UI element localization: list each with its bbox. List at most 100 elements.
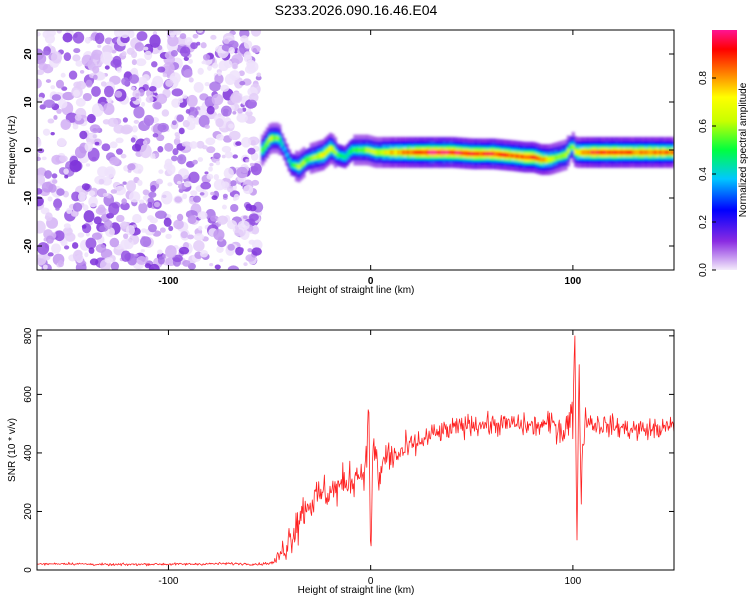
ridge-cell (642, 150, 646, 155)
noise-blob (221, 204, 227, 210)
noise-blob (133, 119, 139, 124)
ridge-cell (329, 146, 333, 151)
ridge-cell (598, 150, 602, 155)
ridge-cell (547, 157, 551, 162)
noise-blob (72, 250, 83, 262)
ridge-cell (372, 149, 376, 155)
noise-blob (206, 146, 216, 154)
ridge-cell (515, 154, 520, 159)
noise-blob (217, 71, 222, 76)
spectrogram-ridge (261, 122, 674, 183)
noise-blob (213, 229, 225, 241)
noise-blob (65, 112, 78, 123)
ridge-cell (576, 150, 580, 155)
noise-blob (223, 39, 229, 44)
colorbar-tick-label: 0.4 (698, 167, 709, 181)
noise-blob (204, 124, 210, 129)
noise-blob (222, 193, 228, 199)
noise-blob (38, 63, 48, 71)
colorbar-gradient (712, 30, 737, 270)
noise-blob (165, 245, 177, 259)
noise-blob (151, 61, 158, 68)
noise-blob (137, 179, 143, 187)
ridge-cell (559, 154, 563, 159)
noise-blob (61, 86, 68, 91)
noise-blob (63, 245, 70, 250)
noise-blob (153, 201, 161, 208)
ridge-cell (287, 158, 291, 163)
noise-blob (173, 219, 184, 230)
noise-blob (231, 54, 244, 65)
noise-blob (243, 262, 248, 267)
noise-blob (63, 168, 69, 175)
noise-blob (211, 195, 218, 201)
noise-blob (132, 213, 142, 224)
ridge-cell (346, 152, 350, 157)
noise-blob (152, 101, 162, 110)
noise-blob (75, 60, 83, 67)
noise-blob (115, 137, 124, 144)
ridge-cell (384, 150, 389, 155)
noise-blob (252, 48, 258, 53)
noise-blob (122, 181, 127, 185)
ridge-cell (367, 148, 372, 153)
ridge-cell (365, 147, 369, 153)
ridge-cell (537, 156, 541, 162)
noise-blob (122, 117, 128, 123)
noise-blob (133, 106, 145, 119)
ridge-cell (435, 150, 440, 155)
noise-blob (81, 54, 93, 67)
noise-blob (93, 216, 102, 225)
y-tick-label: 200 (23, 503, 34, 520)
noise-blob (251, 247, 262, 256)
ridge-cell (307, 156, 311, 162)
colorbar-tick-label: 0.0 (698, 263, 709, 277)
noise-blob (62, 91, 75, 101)
ridge-cell (608, 150, 612, 155)
noise-blob (158, 169, 164, 174)
noise-blob (171, 98, 181, 108)
ridge-cell (464, 151, 469, 156)
ridge-cell (275, 135, 279, 141)
noise-blob (43, 50, 50, 56)
ridge-cell (520, 154, 524, 159)
noise-blob (59, 155, 68, 163)
noise-blob (147, 201, 153, 209)
noise-blob (77, 232, 85, 238)
ridge-cell (557, 154, 561, 160)
noise-blob (183, 181, 192, 188)
noise-blob (198, 115, 210, 128)
ridge-cell (566, 148, 571, 154)
ridge-cell (491, 151, 495, 156)
ridge-cell (273, 135, 277, 141)
ridge-cell (278, 137, 282, 142)
ridge-cell (600, 150, 605, 155)
y-tick-label: 600 (23, 386, 34, 403)
noise-blob (232, 154, 238, 159)
noise-blob (72, 54, 81, 62)
noise-blob (42, 30, 51, 39)
noise-blob (134, 253, 139, 257)
ridge-cell (603, 150, 607, 155)
ridge-cell (321, 152, 325, 157)
ridge-cell (309, 156, 313, 161)
ridge-cell (503, 152, 507, 158)
noise-blob (250, 163, 262, 176)
noise-blob (171, 155, 178, 162)
noise-blob (228, 130, 241, 141)
noise-blob (140, 249, 145, 253)
noise-blob (121, 51, 127, 57)
noise-blob (228, 123, 234, 129)
ridge-cell (656, 150, 660, 155)
ridge-cell (612, 150, 617, 155)
noise-blob (131, 59, 137, 66)
ridge-cell (316, 154, 321, 159)
noise-blob (197, 211, 208, 220)
noise-blob (180, 231, 188, 239)
noise-blob (94, 141, 100, 146)
noise-blob (190, 190, 198, 196)
noise-blob (142, 189, 150, 196)
ridge-cell (416, 150, 420, 155)
ridge-cell (314, 154, 318, 160)
